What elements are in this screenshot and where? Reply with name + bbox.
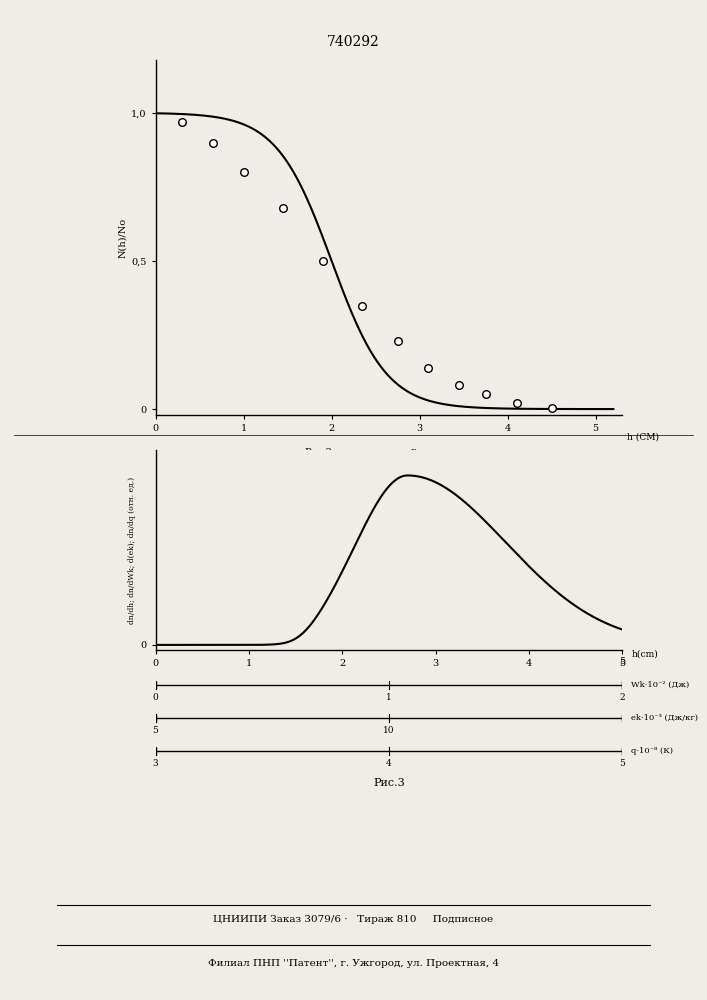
- Text: 5: 5: [619, 657, 625, 666]
- Text: 3: 3: [153, 759, 158, 768]
- Point: [238, 164, 250, 180]
- Text: 10: 10: [383, 726, 395, 735]
- Text: h(cm): h(cm): [631, 650, 658, 659]
- Text: 4: 4: [386, 759, 392, 768]
- Text: Рис.3: Рис.3: [373, 778, 404, 788]
- Text: 5: 5: [153, 726, 158, 735]
- Text: q·10⁻⁸ (К): q·10⁻⁸ (К): [631, 747, 674, 755]
- Text: 1: 1: [386, 693, 392, 702]
- Text: 740292: 740292: [327, 35, 380, 49]
- Point: [480, 386, 491, 402]
- Y-axis label: N(h)/No: N(h)/No: [118, 217, 127, 258]
- Point: [176, 114, 187, 130]
- Point: [317, 253, 329, 269]
- Text: Рис.2: Рис.2: [305, 448, 332, 457]
- Point: [546, 400, 557, 416]
- Text: Расстояние конденсора: Расстояние конденсора: [411, 448, 516, 456]
- Text: h (CM): h (CM): [626, 433, 658, 442]
- Text: 0: 0: [153, 693, 158, 702]
- Text: ЦНИИПИ Заказ 3079/6 ·   Тираж 810     Подписное: ЦНИИПИ Заказ 3079/6 · Тираж 810 Подписно…: [214, 916, 493, 924]
- Point: [357, 298, 368, 314]
- Point: [454, 377, 465, 393]
- Point: [278, 200, 289, 216]
- Text: Wk·10⁻² (Дж): Wk·10⁻² (Дж): [631, 681, 690, 689]
- Y-axis label: dn/dh; dn/dWk; d(ek); dn/dq (отн. ед.): dn/dh; dn/dWk; d(ek); dn/dq (отн. ед.): [128, 476, 136, 624]
- Text: 2: 2: [619, 693, 625, 702]
- Point: [423, 360, 434, 376]
- Text: 5: 5: [619, 759, 625, 768]
- Point: [511, 395, 522, 411]
- Point: [207, 135, 218, 151]
- Text: еk·10⁻³ (Дж/кг): еk·10⁻³ (Дж/кг): [631, 714, 699, 722]
- Point: [392, 333, 403, 349]
- Text: Филиал ПНП ''Патент'', г. Ужгород, ул. Проектная, 4: Филиал ПНП ''Патент'', г. Ужгород, ул. П…: [208, 958, 499, 968]
